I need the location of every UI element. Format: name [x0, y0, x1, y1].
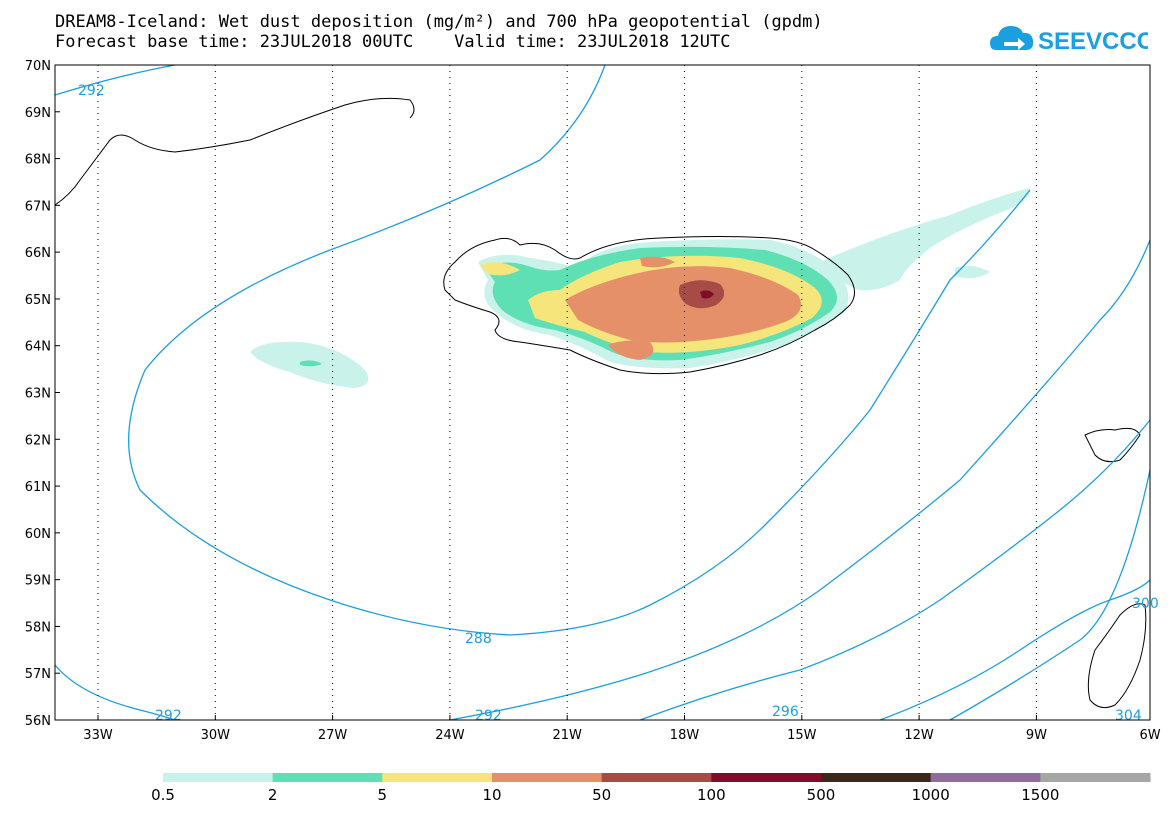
longitude-label: 27W: [318, 728, 348, 743]
contour-label: 288: [465, 631, 492, 647]
logo-text: SEEVCCC: [1038, 28, 1148, 55]
latitude-label: 70N: [25, 59, 51, 74]
geopotential-contours: [54, 64, 1151, 721]
latitude-label: 63N: [25, 387, 51, 402]
latitude-label: 60N: [25, 527, 51, 542]
colorbar-swatch: [601, 773, 712, 782]
colorbar-swatch: [382, 773, 493, 782]
colorbar-label: 100: [697, 786, 726, 804]
contour-label: 296: [772, 704, 799, 720]
colorbar-label: 1500: [1021, 786, 1059, 804]
latitude-label: 65N: [25, 293, 51, 308]
longitude-label: 12W: [904, 728, 934, 743]
longitude-labels: 33W 30W 27W 24W 21W 18W 15W 12W 9W 6W: [83, 715, 1161, 743]
longitude-label: 9W: [1026, 728, 1047, 743]
colorbar-label: 0.5: [151, 786, 175, 804]
cloud-arrow-icon: [990, 26, 1034, 50]
longitude-label: 18W: [670, 728, 700, 743]
title-line-2: Forecast base time: 23JUL2018 00UTC Vali…: [55, 32, 731, 52]
colorbar-label: 5: [378, 786, 388, 804]
longitude-label: 33W: [83, 728, 113, 743]
latitude-label: 68N: [25, 153, 51, 168]
colorbar-swatch: [711, 773, 822, 782]
title-line-1: DREAM8-Iceland: Wet dust deposition (mg/…: [55, 12, 823, 32]
latitude-label: 57N: [25, 667, 51, 682]
latitude-label: 64N: [25, 340, 51, 355]
colorbar-swatch: [272, 773, 383, 782]
latitude-label: 66N: [25, 246, 51, 261]
latitude-label: 62N: [25, 433, 51, 448]
latitude-label: 67N: [25, 199, 51, 214]
colorbar-swatch: [1040, 773, 1151, 782]
latitude-label: 59N: [25, 574, 51, 589]
contour-label: 300: [1132, 596, 1159, 612]
seevccc-logo: SEEVCCC: [990, 26, 1148, 55]
latitude-label: 61N: [25, 480, 51, 495]
coastlines: [54, 97, 1147, 709]
latitude-label: 56N: [25, 714, 51, 729]
latitude-labels: 70N 69N 68N 67N 66N 65N 64N 63N 62N 61N 60N 59N 58N 5…: [25, 59, 60, 729]
longitude-label: 24W: [435, 728, 465, 743]
colorbar-label: 10: [482, 786, 501, 804]
longitude-label: 30W: [201, 728, 231, 743]
longitude-label: 15W: [787, 728, 817, 743]
colorbar-label: 50: [592, 786, 611, 804]
longitude-label: 6W: [1139, 728, 1160, 743]
colorbar-swatch: [163, 773, 274, 782]
longitude-label: 21W: [552, 728, 582, 743]
colorbar-label: 2: [268, 786, 278, 804]
colorbar-swatch: [492, 773, 603, 782]
colorbar-swatch: [930, 773, 1041, 782]
colorbar-swatch: [821, 773, 932, 782]
latitude-label: 69N: [25, 106, 51, 121]
latitude-label: 58N: [25, 620, 51, 635]
colorbar-label: 500: [807, 786, 836, 804]
dust-deposition-shading: [250, 188, 1031, 388]
colorbar-label: 1000: [912, 786, 950, 804]
